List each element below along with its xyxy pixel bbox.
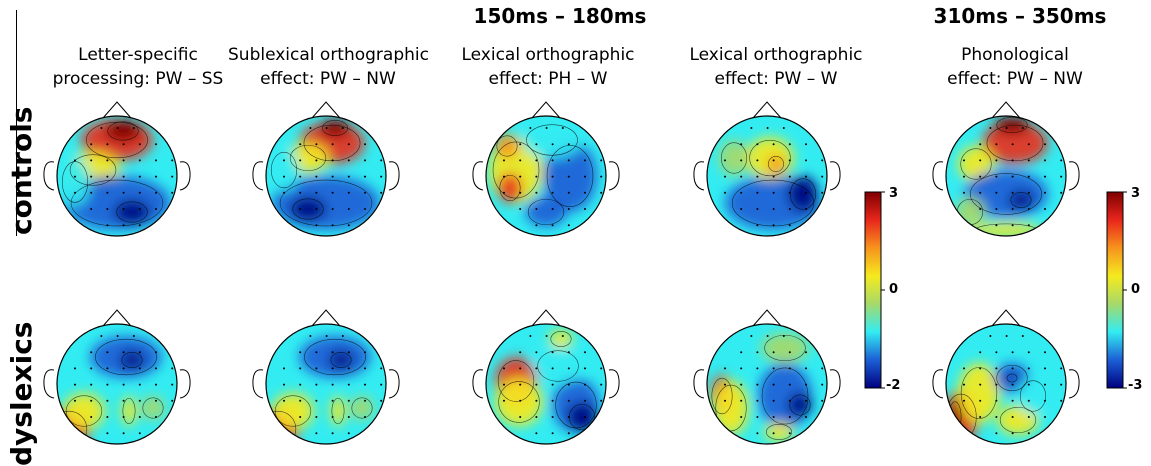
right-ear-icon	[608, 161, 620, 191]
nose-icon	[531, 101, 561, 119]
scalp-map-r2-c2	[252, 309, 400, 445]
left-ear-icon	[472, 161, 484, 191]
right-ear-icon	[608, 369, 620, 399]
left-ear-icon	[43, 369, 55, 399]
left-ear-icon	[932, 369, 944, 399]
scalp-map-r1-c2	[252, 101, 400, 237]
nose-icon	[102, 101, 132, 119]
time-window-title-1: 150ms – 180ms	[473, 4, 647, 28]
scalp-map-r1-c5	[932, 101, 1080, 237]
left-ear-icon	[472, 369, 484, 399]
colorbar-1-bottom-label: -2	[886, 378, 901, 393]
colorbar-2	[1106, 191, 1124, 389]
nose-icon	[991, 101, 1021, 119]
scalp-map-r2-c5	[932, 309, 1080, 445]
left-ear-icon	[252, 369, 264, 399]
time-window-title-2: 310ms – 350ms	[933, 4, 1107, 28]
nose-icon	[311, 101, 341, 119]
colorbar-2-mid-label: 0	[1131, 282, 1141, 297]
column-title-5: Phonological effect: PW – NW	[947, 45, 1083, 89]
colorbar-1	[864, 191, 882, 389]
colorbar-1-mid-label: 0	[889, 282, 899, 297]
right-ear-icon	[829, 161, 841, 191]
scalp-map-r2-c4	[693, 309, 841, 445]
scalp-map-r1-c3	[472, 101, 620, 237]
right-ear-icon	[179, 161, 191, 191]
colorbar-1-top-label: 3	[889, 186, 899, 201]
scalp-map-r2-c3	[472, 309, 620, 445]
nose-icon	[102, 309, 132, 327]
divider-line	[16, 10, 17, 236]
column-title-4: Lexical orthographic effect: PW – W	[689, 45, 863, 89]
column-title-2: Sublexical orthographic effect: PW – NW	[228, 45, 429, 89]
nose-icon	[531, 309, 561, 327]
colorbar-2-bottom-label: -3	[1128, 378, 1143, 393]
right-ear-icon	[388, 161, 400, 191]
left-ear-icon	[932, 161, 944, 191]
right-ear-icon	[1068, 369, 1080, 399]
nose-icon	[991, 309, 1021, 327]
scalp-map-r1-c1	[43, 101, 191, 237]
nose-icon	[752, 101, 782, 119]
scalp-map-r1-c4	[693, 101, 841, 237]
column-title-1: Letter-specific processing: PW – SS	[52, 45, 224, 89]
nose-icon	[752, 309, 782, 327]
scalp-map-r2-c1	[43, 309, 191, 445]
colorbar-2-top-label: 3	[1131, 186, 1141, 201]
left-ear-icon	[693, 369, 705, 399]
right-ear-icon	[829, 369, 841, 399]
left-ear-icon	[252, 161, 264, 191]
column-title-3: Lexical orthographic effect: PH – W	[461, 45, 635, 89]
left-ear-icon	[43, 161, 55, 191]
right-ear-icon	[179, 369, 191, 399]
right-ear-icon	[1068, 161, 1080, 191]
left-ear-icon	[693, 161, 705, 191]
right-ear-icon	[388, 369, 400, 399]
nose-icon	[311, 309, 341, 327]
